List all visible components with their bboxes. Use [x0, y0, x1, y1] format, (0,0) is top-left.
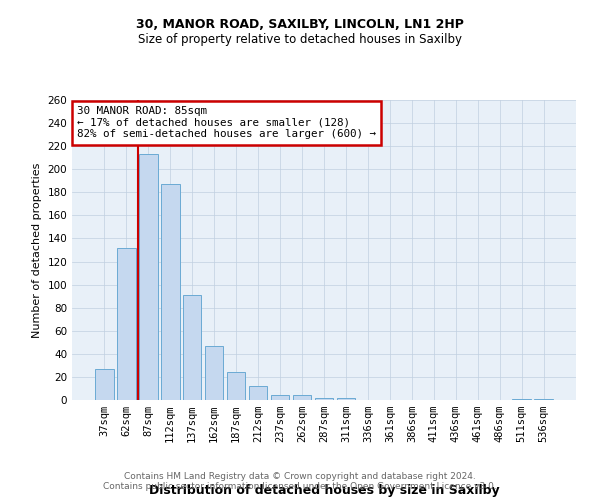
Text: Contains public sector information licensed under the Open Government Licence v3: Contains public sector information licen…	[103, 482, 497, 491]
Bar	[95, 369, 113, 400]
Text: Contains HM Land Registry data © Crown copyright and database right 2024.: Contains HM Land Registry data © Crown c…	[124, 472, 476, 481]
Bar	[183, 295, 202, 400]
Bar	[117, 248, 136, 400]
Bar	[314, 398, 334, 400]
Bar	[271, 396, 289, 400]
Bar	[512, 399, 531, 400]
Bar	[161, 184, 179, 400]
X-axis label: Distribution of detached houses by size in Saxilby: Distribution of detached houses by size …	[149, 484, 499, 497]
Bar	[205, 346, 223, 400]
Bar	[249, 386, 268, 400]
Bar	[139, 154, 158, 400]
Text: 30, MANOR ROAD, SAXILBY, LINCOLN, LN1 2HP: 30, MANOR ROAD, SAXILBY, LINCOLN, LN1 2H…	[136, 18, 464, 30]
Text: Size of property relative to detached houses in Saxilby: Size of property relative to detached ho…	[138, 32, 462, 46]
Bar	[337, 398, 355, 400]
Text: 30 MANOR ROAD: 85sqm
← 17% of detached houses are smaller (128)
82% of semi-deta: 30 MANOR ROAD: 85sqm ← 17% of detached h…	[77, 106, 376, 139]
Bar	[535, 399, 553, 400]
Bar	[293, 396, 311, 400]
Bar	[227, 372, 245, 400]
Y-axis label: Number of detached properties: Number of detached properties	[32, 162, 42, 338]
